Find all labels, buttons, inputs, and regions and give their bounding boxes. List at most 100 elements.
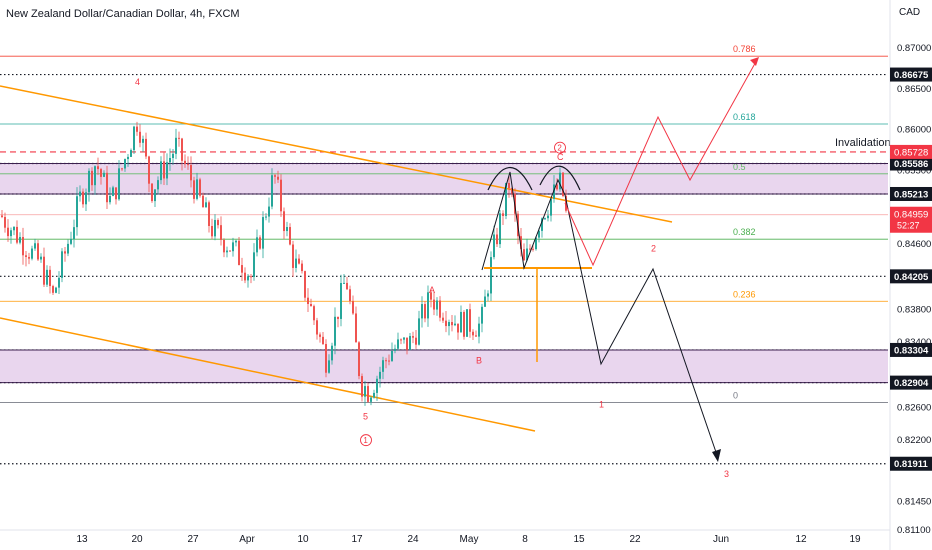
candle-body — [127, 156, 129, 160]
wave-label-1: 1 — [599, 399, 604, 409]
time-tick-label: 12 — [795, 534, 807, 545]
time-tick-label: Jun — [713, 534, 729, 545]
candle-body — [322, 336, 324, 345]
candle-body — [121, 168, 123, 170]
candle-body — [151, 183, 153, 202]
supply-demand-zone-0 — [0, 163, 888, 194]
candle-body — [220, 225, 222, 240]
candle-body — [277, 176, 279, 180]
candle-body — [481, 306, 483, 324]
wave-label-3: 3 — [724, 469, 729, 479]
candle-body — [466, 309, 468, 337]
invalidation-label: Invalidation — [835, 137, 891, 149]
time-tick-label: 19 — [849, 534, 861, 545]
candle-body — [22, 237, 24, 256]
fib-label-0.236: 0.236 — [733, 289, 756, 299]
candle-body — [184, 160, 186, 165]
candle-body — [391, 350, 393, 361]
candle-body — [160, 161, 162, 181]
bearish-projection-path — [481, 171, 719, 459]
circled-label-ring — [554, 141, 566, 154]
price-badge — [890, 67, 932, 82]
price-tick-label: 0.86000 — [897, 125, 931, 136]
candle-body — [361, 376, 363, 397]
candle-body — [265, 216, 267, 218]
candle-body — [421, 304, 423, 319]
bullish-arrowhead — [750, 57, 759, 66]
candle-body — [262, 217, 264, 249]
circled-label-2: 2 — [557, 144, 562, 153]
price-badge — [890, 456, 932, 471]
candle-body — [370, 397, 372, 402]
candle-body — [28, 256, 30, 259]
price-tick-label: 0.82600 — [897, 402, 931, 413]
candle-body — [511, 188, 513, 194]
candle-body — [535, 237, 537, 250]
candle-body — [433, 299, 435, 310]
candle-body — [199, 179, 201, 196]
candle-body — [25, 255, 27, 257]
candle-body — [1, 215, 3, 217]
candle-body — [106, 172, 108, 203]
price-badge — [890, 156, 932, 171]
candle-body — [109, 195, 111, 203]
candle-body — [187, 164, 189, 166]
channel-lower-line — [0, 317, 536, 432]
candle-body — [340, 283, 342, 319]
candle-body — [58, 277, 60, 288]
candle-body — [133, 126, 135, 151]
candle-body — [190, 165, 192, 181]
price-tick-label: 0.81450 — [897, 496, 931, 507]
wave-label-B: B — [476, 355, 482, 365]
candle-body — [172, 153, 174, 159]
wave-label-5: 5 — [363, 412, 368, 422]
time-tick-label: 22 — [629, 534, 641, 545]
candle-body — [289, 227, 291, 245]
price-badge — [890, 342, 932, 357]
candle-body — [358, 342, 360, 377]
candle-body — [526, 248, 528, 261]
candle-body — [376, 378, 378, 393]
candle-body — [271, 175, 273, 207]
candle-body — [217, 219, 219, 226]
price-badge-text: 0.86675 — [894, 70, 929, 81]
candle-body — [67, 243, 69, 254]
candle-body — [415, 337, 417, 345]
price-tick-label: 0.86500 — [897, 84, 931, 95]
price-tick-label: 0.83800 — [897, 304, 931, 315]
candle-body — [211, 226, 213, 237]
time-tick-label: 15 — [573, 534, 585, 545]
candle-body — [175, 137, 177, 154]
candle-body — [448, 322, 450, 327]
candle-body — [349, 289, 351, 302]
candle-body — [154, 189, 156, 202]
candle-body — [364, 386, 366, 397]
price-badge-text: 0.84205 — [894, 272, 929, 283]
candle-body — [343, 282, 345, 284]
candle-body — [445, 320, 447, 327]
candle-body — [100, 169, 102, 177]
candle-body — [31, 248, 33, 259]
candle-body — [460, 311, 462, 333]
price-badge-text: 0.81911 — [894, 459, 929, 470]
candle-body — [55, 287, 57, 293]
candle-body — [37, 243, 39, 260]
candle-body — [226, 250, 228, 253]
candle-body — [166, 162, 168, 179]
candle-body — [400, 339, 402, 341]
candle-body — [457, 323, 459, 333]
candle-body — [562, 172, 564, 197]
candle-body — [46, 269, 48, 285]
candle-body — [313, 306, 315, 321]
candle-body — [475, 335, 477, 337]
price-badge — [890, 375, 932, 390]
price-tick-label: 0.83400 — [897, 337, 931, 348]
candle-body — [85, 192, 87, 205]
candle-body — [418, 318, 420, 345]
candle-body — [241, 265, 243, 273]
candle-body — [112, 187, 114, 196]
time-tick-label: 8 — [522, 534, 528, 545]
candle-body — [397, 339, 399, 349]
